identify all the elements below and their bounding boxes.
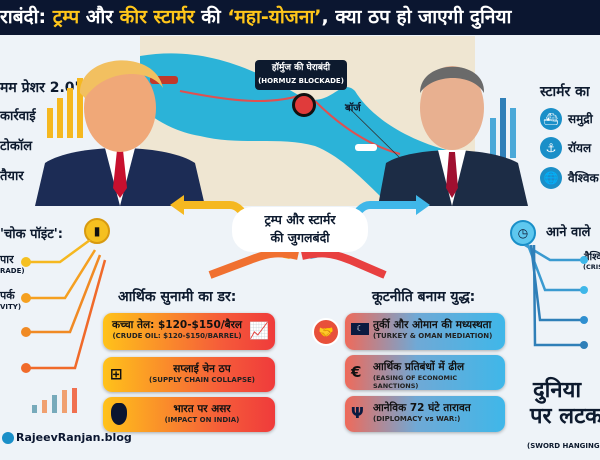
left-item: कार्रवाई xyxy=(0,109,36,124)
barge-label: बॉर्ज xyxy=(345,103,361,114)
bar-chart-icon xyxy=(490,98,516,158)
diplomacy-heading: कूटनीति बनाम युद्ध: xyxy=(372,289,476,305)
center-line1: ट्रम्प और स्टार्मर xyxy=(264,212,336,227)
center-label: ट्रम्प और स्टार्मर की जुगलबंदी xyxy=(232,207,368,252)
right-item: वैश्विक xyxy=(568,171,599,185)
left-item: तैयार xyxy=(0,169,24,184)
item-hi: कच्चा तेल: $120-$150/बैरल xyxy=(111,319,243,331)
credit-link[interactable]: RajeevRanjan.blog xyxy=(16,431,132,444)
circuit-lines xyxy=(524,245,588,349)
euro-icon: € xyxy=(351,363,362,381)
choke-item-en: VITY) xyxy=(0,303,22,311)
title-and: और xyxy=(79,6,120,28)
sword-en: (SWORD HANGING OV xyxy=(527,442,600,450)
title-of: की xyxy=(194,6,228,28)
right-heading: स्टार्मर का xyxy=(540,84,590,100)
future-heading: आने वाले xyxy=(546,225,591,240)
arrow-left-icon xyxy=(170,195,184,215)
hormuz-label-hi: हॉर्मुज की घेराबंदी xyxy=(271,63,331,73)
ship-icon: ⛴ xyxy=(540,108,562,130)
hormuz-label: हॉर्मुज की घेराबंदी (HORMUZ BLOCKADE) xyxy=(255,60,347,90)
blockade-icon xyxy=(292,93,316,117)
title-text: राबंदी: xyxy=(0,6,53,28)
choke-heading: 'चोक पॉइंट': xyxy=(0,227,63,242)
globe-icon xyxy=(2,432,14,444)
item-hi: सप्लाई चेन ठप xyxy=(173,363,231,375)
hierarchy-icon: ⊞ xyxy=(110,365,123,383)
turkey-flag-icon: ☾ xyxy=(351,323,369,335)
economic-heading: आर्थिक सुनामी का डर: xyxy=(118,289,237,305)
sword-line2: पर लटक xyxy=(530,404,600,429)
diplomacy-item: € आर्थिक प्रतिबंधों में ढील (EASING OF EC… xyxy=(345,355,505,390)
arrow-right-icon xyxy=(416,195,430,215)
trump-portrait xyxy=(35,60,205,206)
oil-barrel-icon: ▮ xyxy=(84,218,110,244)
item-hi: भारत पर असर xyxy=(173,403,231,415)
future-item-en: (CRIS xyxy=(583,263,600,271)
hormuz-label-en: (HORMUZ BLOCKADE) xyxy=(258,77,344,85)
sword-line1: दुनिया xyxy=(533,378,582,403)
item-en: (SUPPLY CHAIN COLLAPSE) xyxy=(149,376,255,384)
right-item: समुद्री xyxy=(568,112,593,126)
item-en: (IMPACT ON INDIA) xyxy=(164,416,240,424)
rising-chart-icon: 📈 xyxy=(249,321,269,340)
choke-item: पार xyxy=(0,253,14,266)
item-hi: आनेविक 72 घंटे तारावत xyxy=(373,402,471,414)
title-rest: , क्या ठप हो जाएगी दुनिया xyxy=(321,6,512,28)
handshake-icon: 🤝 xyxy=(312,318,340,346)
choke-item-en: RADE) xyxy=(0,267,25,275)
choke-item: पर्क xyxy=(0,289,15,302)
navy-ship-icon: ⚓ xyxy=(540,137,562,159)
globe-icon: 🌐 xyxy=(540,167,562,189)
india-map-icon xyxy=(111,403,127,425)
economic-item: कच्चा तेल: $120-$150/बैरल (CRUDE OIL: $12… xyxy=(103,313,275,350)
bar-chart-icon xyxy=(32,388,77,413)
circuit-lines xyxy=(21,240,107,413)
economic-item: भारत पर असर (IMPACT ON INDIA) xyxy=(103,397,275,432)
item-en: (TURKEY & OMAN MEDIATION) xyxy=(373,332,493,340)
diplomacy-item: ☾ तुर्की और ओमान की मध्यस्थता (TURKEY & O… xyxy=(345,313,505,350)
left-item: टोकॉल xyxy=(0,139,33,154)
ship-icon xyxy=(355,144,377,151)
title-starmer: कीर स्टार्मर xyxy=(119,6,195,28)
item-en: (CRUDE OIL: $120-$150/BARREL) xyxy=(112,332,242,340)
economic-item: ⊞ सप्लाई चेन ठप (SUPPLY CHAIN COLLAPSE) xyxy=(103,357,275,392)
item-hi: आर्थिक प्रतिबंधों में ढील xyxy=(373,361,465,373)
title-plan: ‘महा-योजना’ xyxy=(227,6,322,28)
title-trump: ट्रम्प xyxy=(52,6,80,28)
left-heading: मम प्रेशर 2.0': xyxy=(0,80,85,96)
bar-chart-icon xyxy=(47,78,83,138)
clock-icon: ◷ xyxy=(510,220,536,246)
right-item: रॉयल xyxy=(568,141,592,155)
item-hi: तुर्की और ओमान की मध्यस्थता xyxy=(373,319,492,331)
future-item: वैश्वि xyxy=(584,252,600,263)
starmer-portrait xyxy=(378,66,528,206)
pillar-icon: Ψ xyxy=(351,404,364,422)
item-en: (EASING OF ECONOMIC SANCTIONS) xyxy=(373,374,458,390)
center-line2: की जुगलबंदी xyxy=(270,230,330,245)
title-bar: राबंदी: ट्रम्प और कीर स्टार्मर की ‘महा-य… xyxy=(0,0,600,35)
item-en: (DIPLOMACY vs WAR:) xyxy=(373,415,461,423)
diplomacy-item: Ψ आनेविक 72 घंटे तारावत (DIPLOMACY vs WAR… xyxy=(345,396,505,432)
